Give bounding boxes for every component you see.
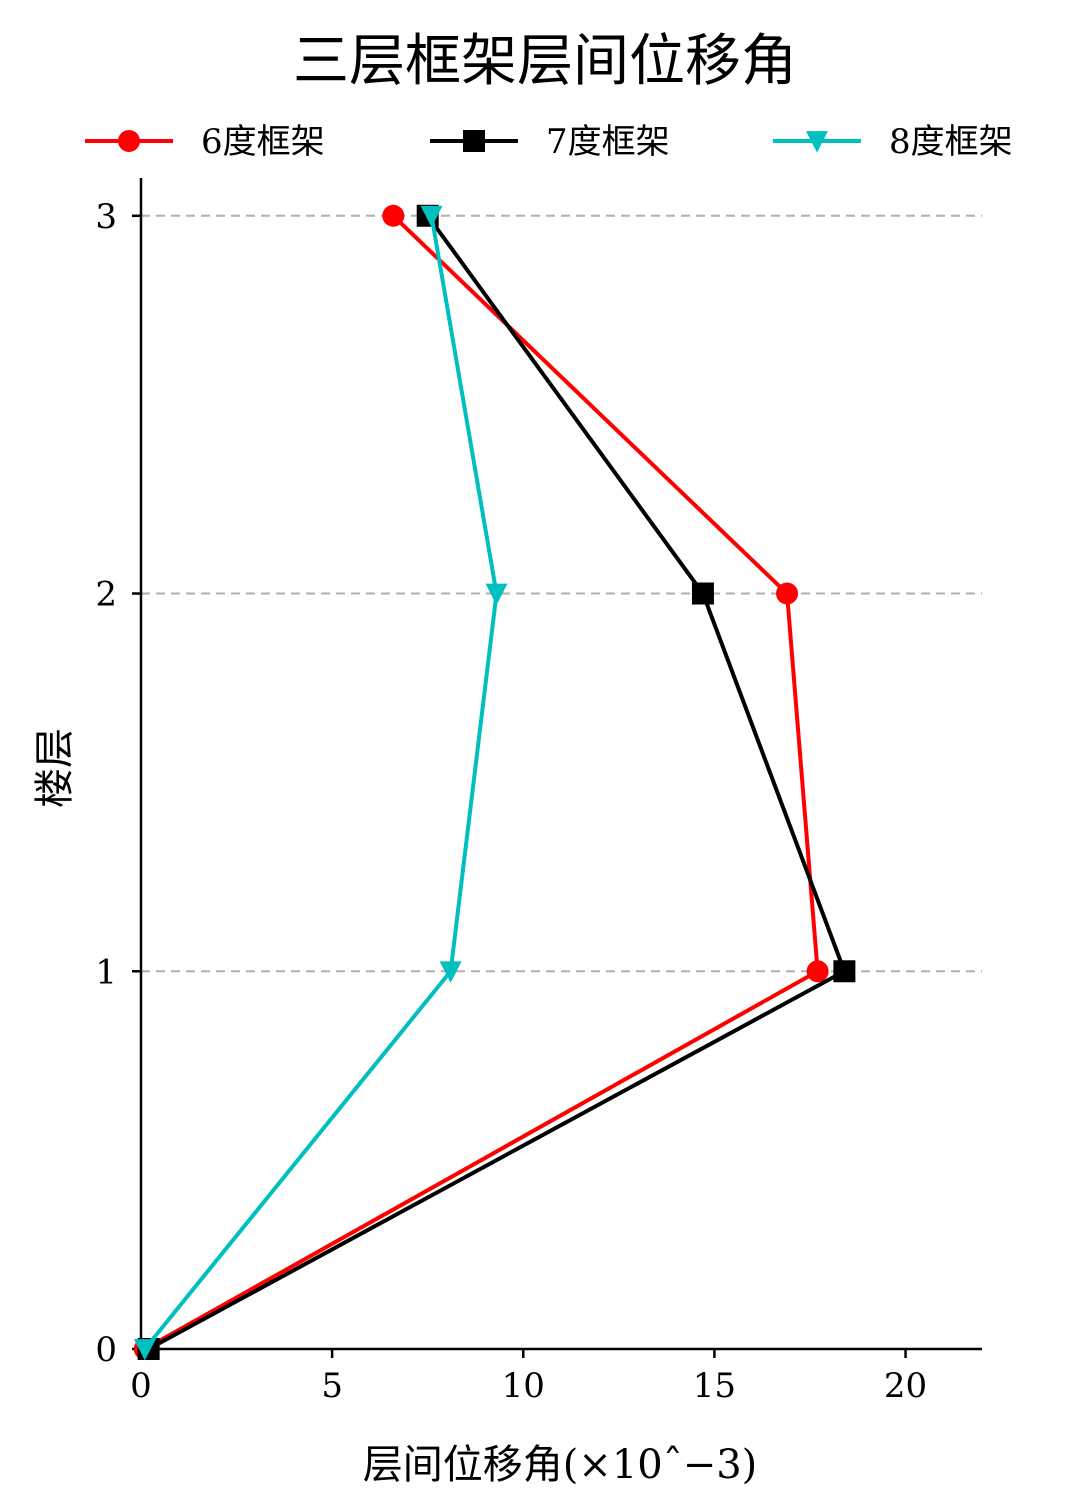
series-1 (133, 204, 829, 1360)
x-tick-label: 20 (884, 1366, 927, 1406)
data-point (833, 960, 856, 983)
x-tick-label: 10 (502, 1366, 545, 1406)
data-point (382, 204, 405, 227)
series-line (147, 214, 847, 1351)
data-point (806, 960, 829, 983)
series-2 (137, 204, 856, 1360)
data-point (485, 583, 508, 606)
data-point (776, 582, 799, 605)
y-tick-label: 1 (95, 952, 117, 992)
legend-item: 7度框架 (430, 122, 670, 162)
y-tick-label: 3 (95, 197, 117, 237)
legend-label: 6度框架 (201, 122, 325, 162)
legend-marker (806, 131, 828, 153)
axes: 0 5 10 15 20 0 1 2 3 (95, 178, 982, 1406)
x-axis-label: 层间位移角(×10ˆ−3) (363, 1442, 758, 1488)
legend: 6度框架 7度框架 8度框架 (85, 122, 1013, 162)
legend-marker (118, 130, 140, 152)
legend-marker (463, 130, 485, 152)
legend-label: 7度框架 (546, 122, 670, 162)
legend-label: 8度框架 (889, 122, 1013, 162)
data-point (439, 961, 462, 983)
x-tick-label: 0 (130, 1366, 152, 1406)
data-point (133, 1339, 156, 1361)
legend-item: 6度框架 (85, 122, 325, 162)
series-line (143, 215, 499, 1351)
grid (141, 214, 982, 973)
x-tick-label: 15 (693, 1366, 736, 1406)
series-line (143, 214, 820, 1351)
data-point (420, 205, 443, 228)
series-3 (133, 205, 508, 1361)
chart-title: 三层框架层间位移角 (293, 29, 797, 94)
series-layer (133, 204, 856, 1361)
legend-item: 8度框架 (773, 122, 1013, 162)
y-tick-label: 0 (95, 1330, 117, 1370)
y-axis-label: 楼层 (32, 728, 78, 808)
y-tick-label: 2 (95, 575, 117, 615)
data-point (691, 582, 714, 605)
x-tick-label: 5 (321, 1366, 343, 1406)
